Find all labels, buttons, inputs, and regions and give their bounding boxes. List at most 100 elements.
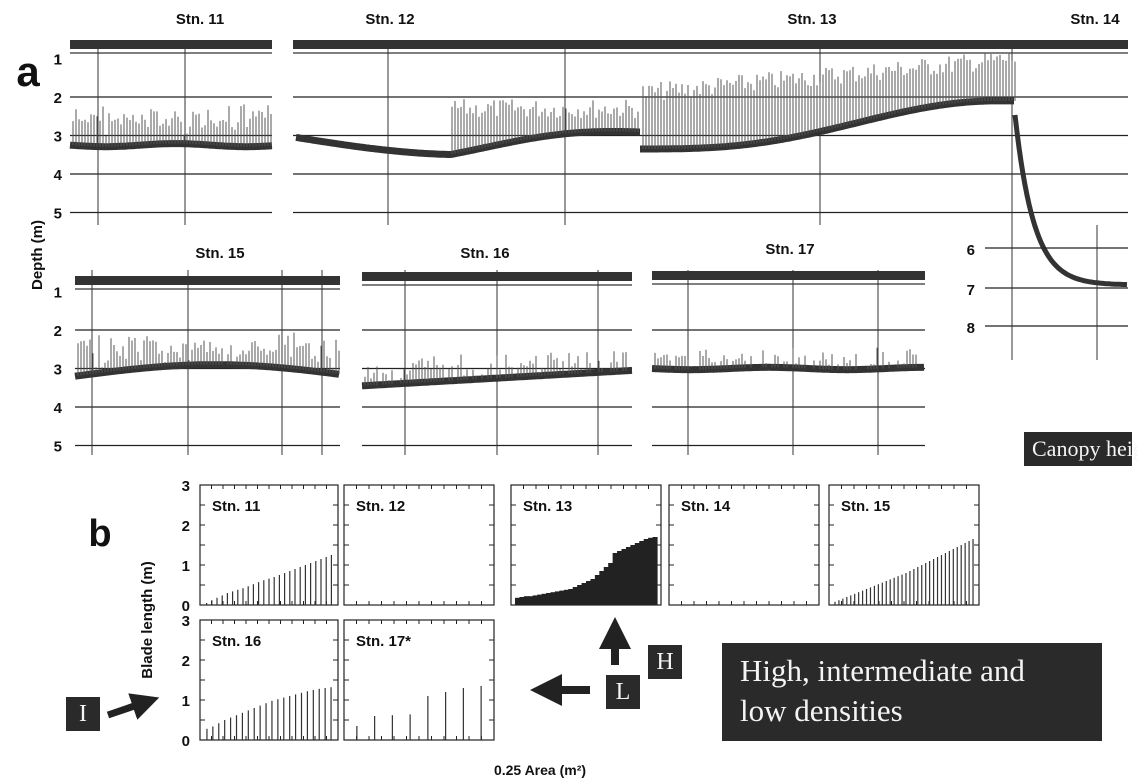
b-stn-13-bar (630, 545, 636, 605)
stn17-canopy-marks (654, 347, 917, 370)
stn11-ytick: 5 (54, 206, 62, 223)
b-bottom-ytick: 0 (182, 733, 190, 750)
b-stn-13-bar (541, 593, 547, 605)
b-bottom-ytick: 2 (182, 653, 190, 670)
stn12-title: Stn. 12 (365, 11, 414, 28)
b-stn-13-bar (554, 591, 560, 605)
stn17-surface-band (652, 271, 925, 280)
b-stn-13-title: Stn. 13 (523, 498, 572, 515)
b-stn-13-bar (586, 581, 592, 605)
b-stn-16-title: Stn. 16 (212, 633, 261, 650)
b-stn-13-bar (621, 549, 627, 605)
b-stn-17--title: Stn. 17* (356, 633, 411, 650)
b-bottom-ytick: 3 (182, 613, 190, 630)
stn15-ytick: 3 (54, 362, 62, 379)
stn13-canopy-marks (642, 52, 1016, 149)
b-stn-13-bar (634, 543, 640, 605)
b-stn-13-bar (639, 541, 645, 605)
b-top-ytick: 1 (182, 558, 190, 575)
stn15-canopy-marks (77, 332, 340, 376)
panel-a-ylabel: Depth (m) (29, 220, 46, 290)
stn17-bottom-line (650, 363, 926, 374)
stn13-bottom-line (638, 97, 1016, 153)
panel-b-ylabel: Blade length (m) (139, 561, 156, 679)
b-stn-13-bar (537, 594, 543, 605)
panel-a: a Depth (m) 1 2 3 4 5 Stn. 11 Stn. 12 Stn. 13 Stn.… (16, 11, 1128, 456)
marker-h: H (648, 645, 682, 679)
b-stn-13-bar (568, 589, 574, 605)
stn15-bottom-line (73, 361, 341, 380)
b-stn-13-bar (590, 579, 596, 605)
panel-a-letter: a (16, 48, 40, 95)
b-top-ytick: 0 (182, 598, 190, 615)
stn14-ytick: 6 (967, 242, 975, 259)
b-stn-13-bar (599, 571, 605, 605)
b-stn-13-bar (519, 597, 525, 605)
b-stn-13-bar (594, 575, 600, 605)
stn11-ytick: 3 (54, 129, 62, 146)
arrow-i (106, 693, 160, 720)
stn15-ytick: 2 (54, 323, 62, 340)
density-label: High, intermediate and low densities (722, 643, 1102, 741)
b-stn-13-bar (581, 583, 587, 605)
marker-i: I (66, 697, 100, 731)
stn14-title: Stn. 14 (1070, 11, 1120, 28)
stn12-top-ytick: 1 (54, 52, 62, 69)
stn12-bottom-line (294, 128, 642, 158)
b-stn-13-bar (625, 547, 631, 605)
marker-l: L (606, 675, 640, 709)
stn15-title: Stn. 15 (195, 245, 244, 262)
stn11-title: Stn. 11 (176, 11, 224, 28)
b-bottom-ytick: 1 (182, 693, 190, 710)
b-stn-13-bar (546, 593, 552, 605)
b-stn-13-bar (563, 589, 569, 605)
b-stn-13-bar (648, 537, 654, 605)
stn15-surface-band (75, 276, 340, 285)
stn15-ytick: 5 (54, 439, 62, 456)
b-stn-13-bar (559, 590, 565, 605)
stn14-bottom-line (1012, 114, 1128, 288)
b-stn-13-bar (532, 595, 538, 605)
stn13-title: Stn. 13 (787, 11, 836, 28)
b-top-ytick: 2 (182, 518, 190, 535)
b-stn-14-title: Stn. 14 (681, 498, 731, 515)
b-stn-15-title: Stn. 15 (841, 498, 890, 515)
b-stn-13-bar (572, 587, 578, 605)
b-stn-13-bar (515, 597, 521, 605)
stn11-ytick: 2 (54, 90, 62, 107)
b-stn-13-bar (523, 596, 529, 605)
stn11-surface-band (70, 40, 272, 49)
density-label-line1: High, intermediate and (740, 653, 1025, 688)
density-label-line2: low densities (740, 693, 903, 728)
panel-b-xlabel: 0.25 Area (m²) (494, 762, 586, 778)
stn11-ytick: 4 (54, 167, 63, 184)
stn11-canopy-marks (72, 104, 272, 147)
canopy-height-label: Canopy height (1024, 432, 1138, 466)
stn16-title: Stn. 16 (460, 245, 509, 262)
b-stn-13-bar (608, 563, 614, 605)
stn12-13-surface-band (293, 40, 1128, 49)
stn17-title: Stn. 17 (765, 241, 814, 258)
b-stn-13-bar (603, 567, 609, 605)
b-stn-13-bar (528, 596, 534, 605)
b-stn-13-bar (612, 553, 618, 605)
stn14-ytick: 7 (967, 282, 975, 299)
stn15-ytick: 1 (54, 285, 62, 302)
stn15-ytick: 4 (54, 400, 63, 417)
b-stn-12-title: Stn. 12 (356, 498, 405, 515)
panel-b: b Blade length (m) 0.25 Area (m²) Stn. 11 St… (88, 478, 980, 778)
b-stn-13-bar (550, 592, 556, 605)
stn11-ytick: 1 (54, 52, 62, 69)
b-stn-13-bar (652, 537, 658, 605)
stn16-canopy-marks (364, 351, 627, 386)
b-stn-13-bar (577, 585, 583, 605)
b-top-ytick: 3 (182, 478, 190, 495)
panel-b-letter: b (88, 513, 111, 555)
annotation-arrows (106, 617, 631, 720)
stn12-canopy-marks (451, 99, 639, 155)
stn14-ytick: 8 (967, 320, 975, 337)
b-stn-13-bar (617, 551, 623, 605)
b-stn-13-bar (643, 539, 649, 605)
b-stn-11-title: Stn. 11 (212, 498, 260, 515)
